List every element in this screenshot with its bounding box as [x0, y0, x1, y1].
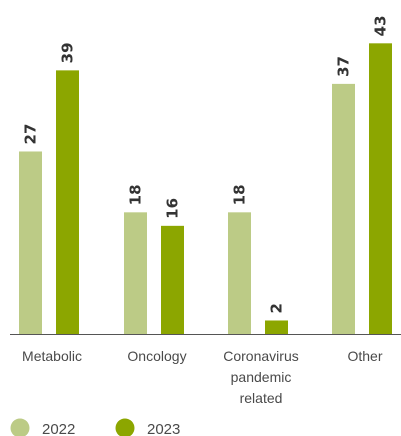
- value-label-2023-metabolic: 39: [59, 42, 77, 63]
- category-labels: Metabolic Oncology Coronavirus pandemic rela…: [22, 348, 383, 406]
- legend-label-2022: 2022: [42, 421, 75, 436]
- bar-2022-oncology: [124, 212, 147, 334]
- category-label-0-line-0: Metabolic: [22, 348, 82, 364]
- category-label-3-line-0: Other: [347, 348, 382, 364]
- bar-2023-coronavirus: [265, 320, 288, 334]
- bar-2022-coronavirus: [228, 212, 251, 334]
- value-label-2023-coronavirus: 2: [268, 303, 286, 313]
- bar-2023-oncology: [161, 225, 184, 334]
- legend-swatch-2022: [10, 418, 30, 436]
- bars-group: 27 39 18 16 18 2 37 43: [19, 15, 392, 335]
- value-label-2022-metabolic: 27: [22, 124, 40, 145]
- bar-2022-other: [332, 83, 355, 334]
- legend: 2022 2023: [10, 418, 180, 436]
- value-label-2023-other: 43: [372, 15, 390, 36]
- legend-label-2023: 2023: [147, 421, 180, 436]
- category-label-2-line-0: Coronavirus: [223, 348, 298, 364]
- category-label-2-line-2: related: [240, 390, 283, 406]
- value-label-2023-oncology: 16: [164, 198, 182, 219]
- bar-2023-other: [369, 43, 392, 334]
- category-label-1-line-0: Oncology: [127, 348, 186, 364]
- bar-2022-metabolic: [19, 151, 42, 334]
- category-label-2-line-1: pandemic: [231, 369, 292, 385]
- legend-swatch-2023: [115, 418, 135, 436]
- value-label-2022-coronavirus: 18: [231, 184, 249, 205]
- value-label-2022-other: 37: [335, 56, 353, 77]
- bar-2023-metabolic: [56, 70, 79, 335]
- value-label-2022-oncology: 18: [127, 184, 145, 205]
